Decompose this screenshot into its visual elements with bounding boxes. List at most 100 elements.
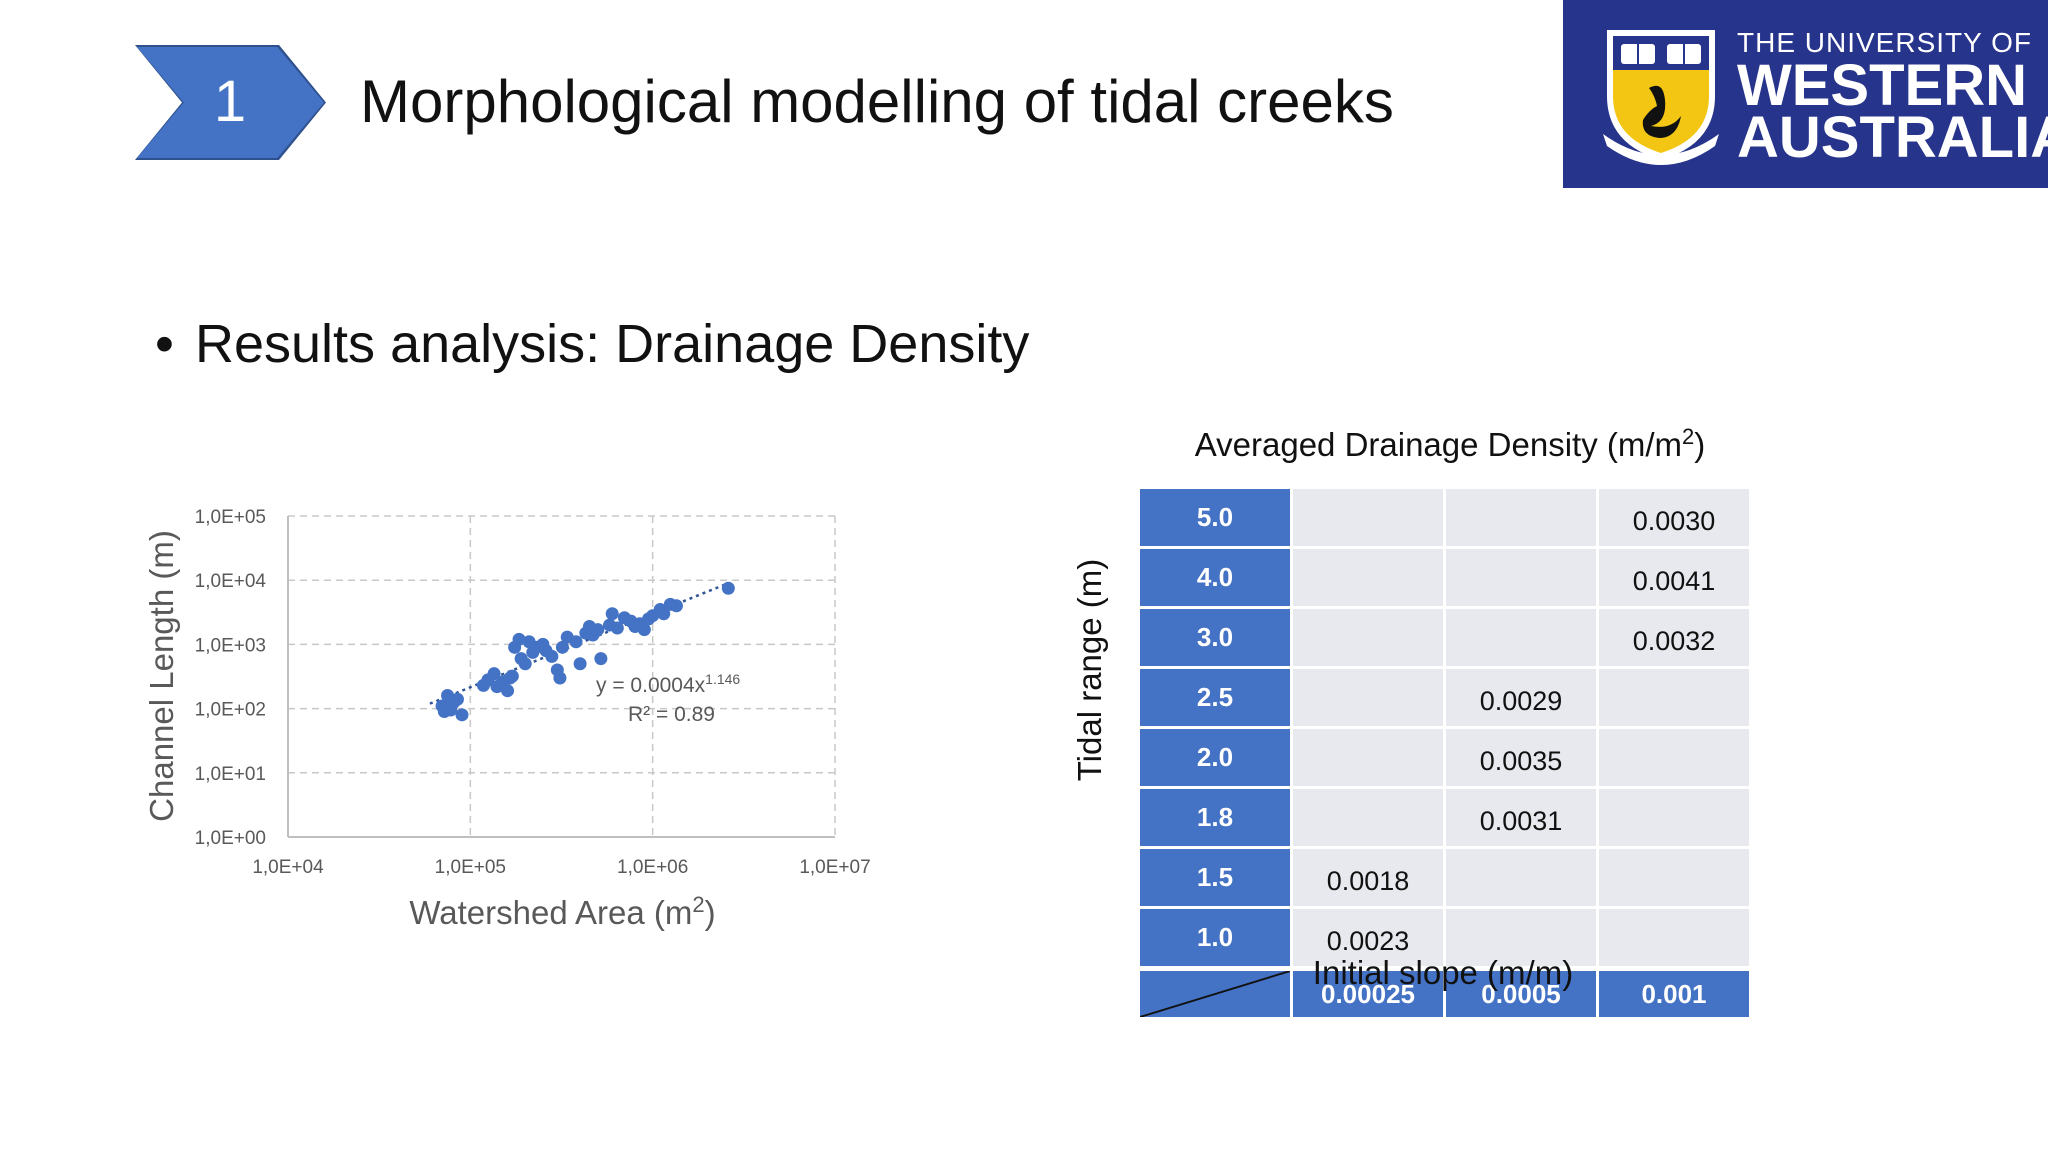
density-cell (1290, 786, 1446, 849)
density-cell (1596, 666, 1752, 729)
logo-line-2: WESTERN (1737, 53, 2027, 118)
table-row: 2.0 0.0035 (1137, 726, 1752, 789)
x-tick-label: 1,0E+07 (799, 857, 870, 878)
logo-text: THE UNIVERSITY OF WESTERN AUSTRALIA (1737, 26, 2048, 170)
x-axis-title: Watershed Area (m2) (409, 892, 715, 931)
y-tick-label: 1,0E+05 (195, 507, 266, 528)
density-cell (1290, 546, 1446, 609)
density-cell (1443, 546, 1599, 609)
university-logo: THE UNIVERSITY OF WESTERN AUSTRALIA (1563, 0, 2048, 188)
table-title-base: Averaged Drainage Density (m/m (1194, 426, 1682, 463)
initial-slope-cell: 0.0005 (1443, 966, 1599, 1020)
trendline-equation-exponent: 1.146 (705, 671, 740, 687)
tidal-range-cell: 1.8 (1137, 786, 1293, 849)
y-axis-title: Channel Length (m) (143, 530, 180, 822)
tidal-range-cell: 2.0 (1137, 726, 1293, 789)
bullet-dot: • (155, 314, 174, 374)
tidal-range-cell: 2.5 (1137, 666, 1293, 729)
density-cell (1290, 726, 1446, 789)
table-row: 1.8 0.0031 (1137, 786, 1752, 849)
table-row: 5.0 0.0030 (1137, 486, 1752, 549)
density-cell: 0.0041 (1596, 546, 1752, 609)
crest-icon (1603, 30, 1719, 165)
table-row: 3.0 0.0032 (1137, 606, 1752, 669)
data-point (512, 632, 526, 646)
y-tick-label: 1,0E+00 (195, 828, 266, 849)
data-point (637, 623, 651, 637)
drainage-density-table: 5.0 0.0030 4.0 0.0041 3.0 0.0032 2.5 0.0029 2.0 0… (1137, 486, 1752, 1020)
corner-diagonal (1140, 971, 1290, 1017)
tidal-range-cell: 1.5 (1137, 846, 1293, 909)
trendline-equation-base: y = 0.0004x (596, 674, 706, 697)
tidal-range-cell: 1.0 (1137, 906, 1293, 970)
initial-slope-cell: 0.001 (1596, 966, 1752, 1020)
table-column-label: Initial slope (m/m) (1312, 954, 1574, 991)
x-axis-title-end: ) (705, 894, 716, 931)
y-tick-label: 1,0E+03 (195, 635, 266, 656)
density-cell (1290, 606, 1446, 669)
x-axis-title-base: Watershed Area (m (409, 894, 692, 931)
tidal-range-cell: 4.0 (1137, 546, 1293, 609)
density-cell (1596, 906, 1752, 970)
data-point (553, 671, 567, 685)
table-title-end: ) (1694, 426, 1706, 463)
y-tick-label: 1,0E+01 (195, 764, 266, 785)
data-point (555, 640, 569, 654)
density-cell (1443, 486, 1599, 549)
logo-line-3: AUSTRALIA (1737, 105, 2048, 170)
table-row-label: Tidal range (m) (1071, 558, 1108, 782)
density-cell: 0.0030 (1596, 486, 1752, 549)
data-point (455, 708, 469, 722)
x-axis-title-sup: 2 (692, 892, 704, 917)
table-row: 2.5 0.0029 (1137, 666, 1752, 729)
density-cell (1596, 726, 1752, 789)
table-row: 4.0 0.0041 (1137, 546, 1752, 609)
data-point (505, 669, 519, 683)
density-cell (1596, 846, 1752, 909)
data-point (610, 621, 624, 635)
table-row: 1.0 0.0023 (1137, 906, 1752, 970)
density-cell: 0.0031 (1443, 786, 1599, 849)
table-title-sup: 2 (1682, 424, 1695, 449)
section-number: 1 (213, 69, 247, 134)
density-cell: 0.0023 (1290, 906, 1446, 970)
density-cell (1443, 606, 1599, 669)
data-point (721, 581, 735, 595)
table-title: Averaged Drainage Density (m/m2) (1100, 412, 1800, 470)
bullet-point: • Results analysis: Drainage Density (155, 308, 1029, 380)
logo-line-1: THE UNIVERSITY OF (1737, 27, 2032, 58)
trendline-equation: y = 0.0004x1.146 (596, 671, 740, 697)
table-corner-cell (1137, 966, 1293, 1020)
density-cell: 0.0035 (1443, 726, 1599, 789)
slide-title: Morphological modelling of tidal creeks (360, 68, 1394, 135)
data-point (446, 697, 460, 711)
data-point (573, 657, 587, 671)
table-row: 1.5 0.0018 (1137, 846, 1752, 909)
density-cell (1443, 846, 1599, 909)
data-point (569, 635, 583, 649)
tidal-range-cell: 5.0 (1137, 486, 1293, 549)
data-point (591, 623, 605, 637)
x-tick-label: 1,0E+06 (617, 857, 688, 878)
data-point (545, 649, 559, 663)
data-point (605, 607, 619, 621)
density-cell (1443, 906, 1599, 970)
initial-slope-cell: 0.00025 (1290, 966, 1446, 1020)
density-cell (1290, 666, 1446, 729)
y-tick-label: 1,0E+02 (195, 700, 266, 721)
tidal-range-cell: 3.0 (1137, 606, 1293, 669)
density-cell: 0.0029 (1443, 666, 1599, 729)
x-tick-label: 1,0E+05 (435, 857, 506, 878)
data-point (657, 607, 671, 621)
y-tick-label: 1,0E+04 (195, 571, 267, 592)
density-cell (1596, 786, 1752, 849)
data-point (594, 652, 608, 666)
density-cell: 0.0018 (1290, 846, 1446, 909)
data-point (518, 657, 532, 671)
data-point (501, 684, 515, 698)
trendline-r2: R² = 0.89 (628, 703, 715, 726)
slope-header-row: 0.00025 0.0005 0.001 (1137, 966, 1752, 1020)
data-point (487, 667, 501, 681)
density-cell (1290, 486, 1446, 549)
